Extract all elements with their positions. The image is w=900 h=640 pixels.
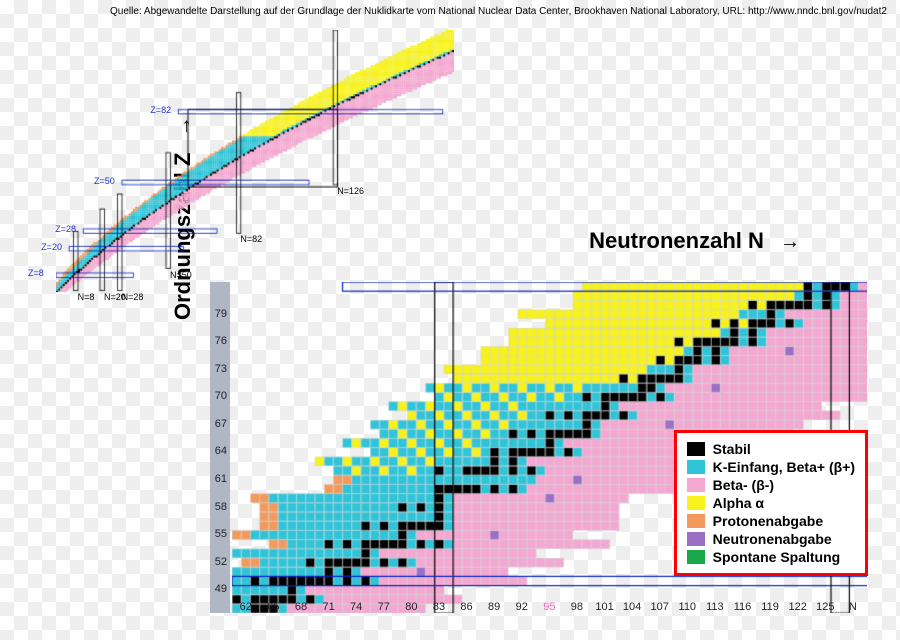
mini-n-label: N=8 (78, 292, 95, 302)
legend-row: Beta- (β-) (687, 477, 855, 493)
nuclide-chart-overview (56, 30, 454, 292)
mini-z-label: Z=8 (28, 268, 44, 278)
legend-swatch-icon (687, 460, 705, 474)
source-citation: Quelle: Abgewandelte Darstellung auf der… (110, 6, 887, 17)
legend-swatch-icon (687, 550, 705, 564)
legend-swatch-icon (687, 532, 705, 546)
legend-row: Spontane Spaltung (687, 549, 855, 565)
mini-z-label: Z=50 (94, 176, 115, 186)
legend-label: Protonenabgabe (713, 513, 823, 529)
legend-row: Neutronenabgabe (687, 531, 855, 547)
mini-n-label: N=126 (337, 186, 364, 196)
mini-z-label: Z=28 (55, 224, 76, 234)
legend-swatch-icon (687, 442, 705, 456)
y-axis-ticks: 7976737067646158555249 (210, 282, 230, 613)
mini-n-label: N=28 (122, 292, 144, 302)
mini-z-label: Z=82 (150, 105, 171, 115)
legend-label: Neutronenabgabe (713, 531, 832, 547)
legend-swatch-icon (687, 514, 705, 528)
legend-row: Protonenabgabe (687, 513, 855, 529)
x-axis-text: Neutronenzahl N (589, 228, 764, 253)
legend-row: Alpha α (687, 495, 855, 511)
legend-row: Stabil (687, 441, 855, 457)
legend-label: Alpha α (713, 495, 764, 511)
legend-label: Spontane Spaltung (713, 549, 841, 565)
legend-label: Stabil (713, 441, 751, 457)
x-axis-label: Neutronenzahl N → (589, 228, 800, 254)
mini-n-label: N=82 (240, 234, 262, 244)
mini-n-label: N=50 (170, 270, 192, 280)
x-axis-ticks: 6265687174778083868992959810110410711011… (232, 601, 867, 617)
legend-swatch-icon (687, 496, 705, 510)
mini-z-label: Z=20 (41, 242, 62, 252)
legend: Stabil K-Einfang, Beta+ (β+) Beta- (β-) Alp… (674, 430, 868, 576)
arrow-right-icon: → (780, 231, 800, 254)
legend-label: Beta- (β-) (713, 477, 774, 493)
legend-swatch-icon (687, 478, 705, 492)
legend-label: K-Einfang, Beta+ (β+) (713, 459, 855, 475)
legend-row: K-Einfang, Beta+ (β+) (687, 459, 855, 475)
